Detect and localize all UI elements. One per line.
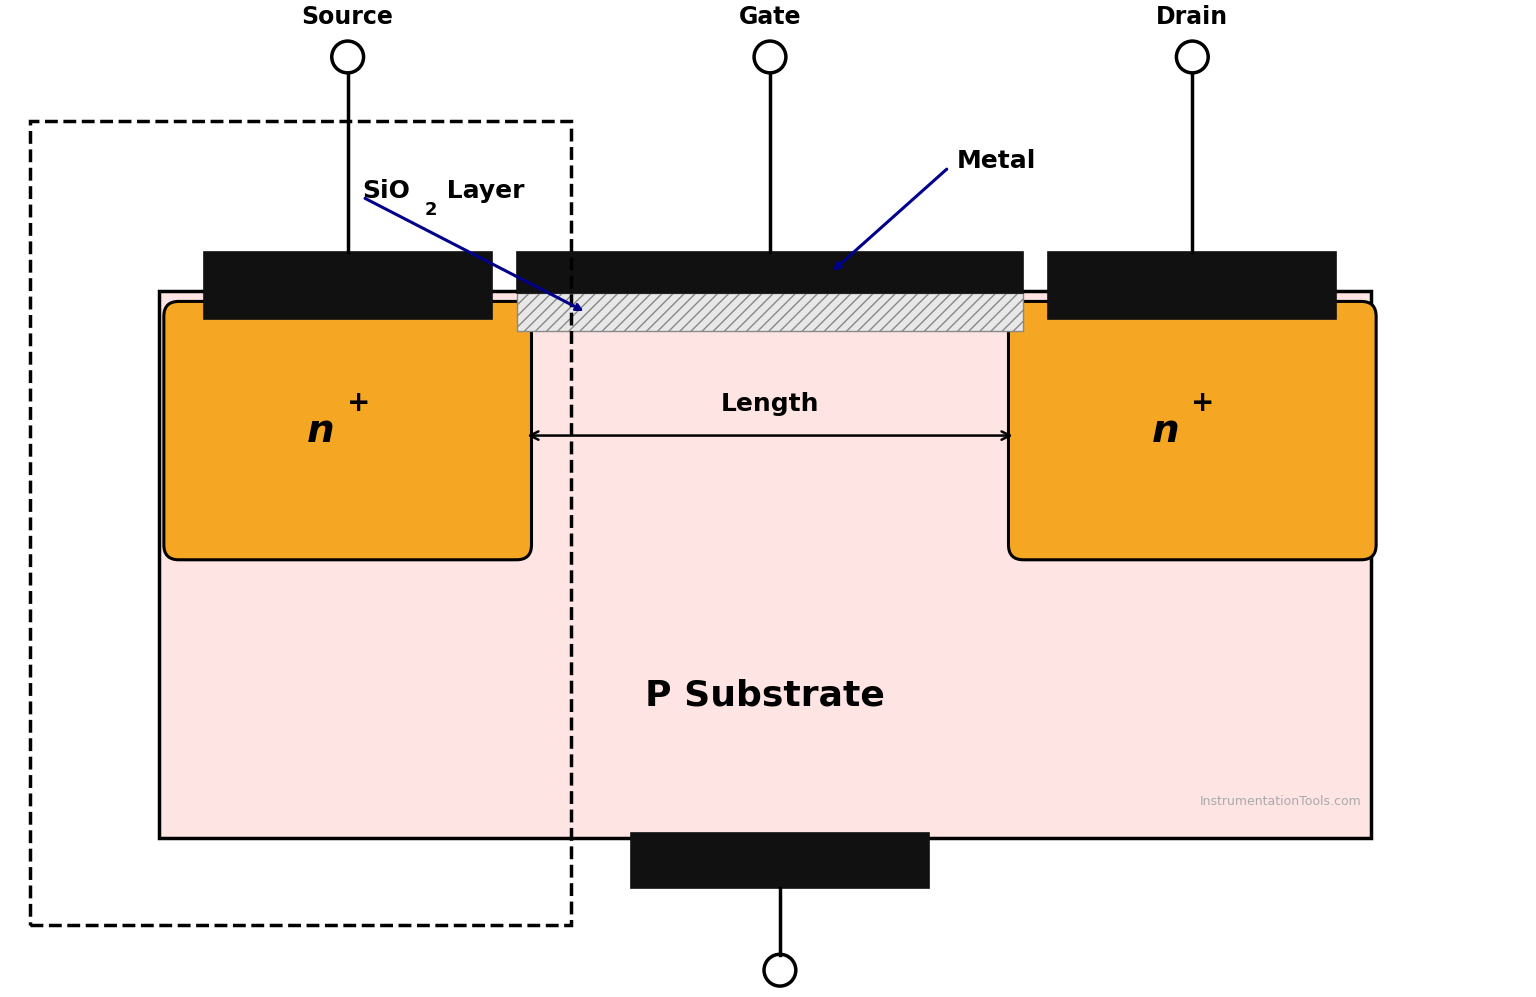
Text: n: n <box>307 412 335 450</box>
Bar <box>516 251 1023 293</box>
Bar <box>204 251 492 319</box>
Text: Gate: Gate <box>739 5 802 29</box>
FancyBboxPatch shape <box>1009 301 1376 559</box>
Text: SiO: SiO <box>362 179 410 203</box>
Text: 2: 2 <box>424 201 436 219</box>
FancyBboxPatch shape <box>164 301 531 559</box>
Text: Drain: Drain <box>1157 5 1229 29</box>
Text: +: + <box>347 389 370 417</box>
Text: n: n <box>1152 412 1180 450</box>
Text: P Substrate: P Substrate <box>645 679 885 713</box>
Text: Length: Length <box>720 392 819 416</box>
Text: InstrumentationTools.com: InstrumentationTools.com <box>1200 796 1361 809</box>
Text: +: + <box>1192 389 1215 417</box>
Text: Source: Source <box>301 5 393 29</box>
Text: Layer: Layer <box>438 179 525 203</box>
Bar <box>1048 251 1336 319</box>
Bar <box>158 291 1372 838</box>
Bar <box>516 293 1023 331</box>
Bar <box>631 833 929 887</box>
Text: Metal: Metal <box>957 150 1037 173</box>
Bar <box>29 121 571 925</box>
